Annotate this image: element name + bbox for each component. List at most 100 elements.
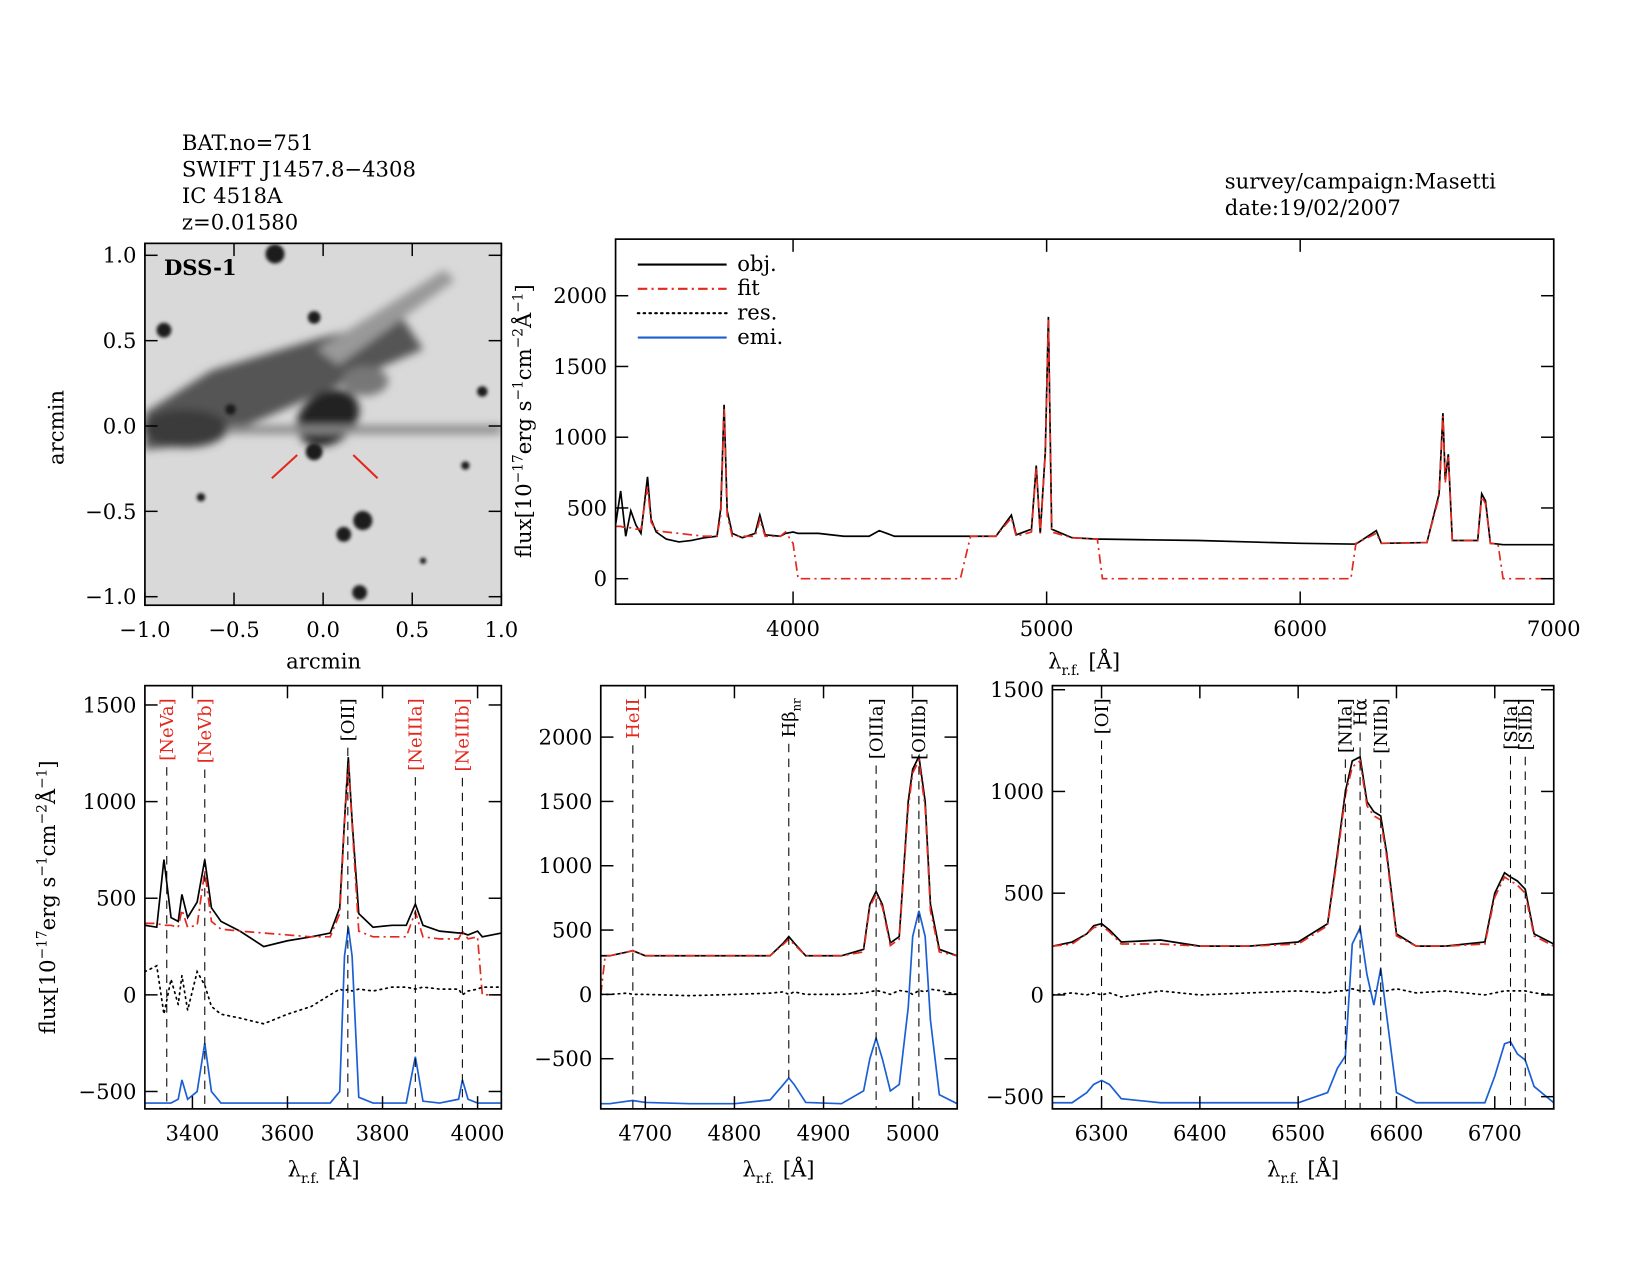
x-axis-label: arcmin bbox=[286, 649, 361, 674]
y-label-part: ] bbox=[511, 284, 536, 292]
series-line bbox=[1052, 755, 1554, 947]
y-label-part: erg s bbox=[511, 400, 536, 454]
x-tick-label: 4000 bbox=[766, 616, 820, 641]
y-axis-label: flux[10−17erg s−1cm−2Å−1] bbox=[35, 760, 60, 1034]
y-tick-label: 0 bbox=[123, 982, 136, 1007]
line-label: Hβnr bbox=[779, 698, 803, 738]
x-tick-label: 3800 bbox=[356, 1121, 410, 1146]
series-line bbox=[600, 988, 958, 997]
x-tick-label: 6600 bbox=[1370, 1121, 1424, 1146]
x-label-main: λ bbox=[742, 1157, 755, 1182]
y-label-sup: −2 bbox=[35, 804, 51, 824]
plot-frame bbox=[599, 684, 959, 1110]
y-label-part: Å bbox=[35, 788, 60, 805]
line-label: [NIIb] bbox=[1371, 698, 1392, 753]
line-label: [OII] bbox=[338, 698, 359, 741]
x-tick-label: 0.0 bbox=[306, 617, 340, 642]
y-tick-label: 500 bbox=[567, 495, 607, 520]
x-tick-label: 0.5 bbox=[395, 617, 429, 642]
info-line: z=0.01580 bbox=[182, 210, 298, 235]
info-line: SWIFT J1457.8−4308 bbox=[182, 157, 416, 182]
x-label-main: λ bbox=[288, 1157, 301, 1182]
y-tick-label: 1000 bbox=[553, 425, 607, 450]
line-label: [SIIa] bbox=[1501, 698, 1522, 749]
line-label-text: [OI] bbox=[1092, 698, 1113, 734]
y-label-part: cm bbox=[511, 348, 536, 380]
x-label-sub: r.f. bbox=[1280, 1171, 1298, 1187]
line-label: [OIIIb] bbox=[909, 698, 930, 760]
series-line bbox=[1052, 987, 1554, 998]
series-line bbox=[144, 757, 502, 948]
series-line bbox=[1052, 924, 1554, 1104]
line-label-text: [SIIa] bbox=[1501, 698, 1522, 749]
info-line: BAT.no=751 bbox=[182, 130, 314, 155]
y-label-sup: −17 bbox=[35, 930, 51, 959]
x-tick-label: −0.5 bbox=[208, 617, 259, 642]
x-tick-label: 4700 bbox=[618, 1121, 672, 1146]
y-tick-label: −1.0 bbox=[85, 584, 136, 609]
y-tick-label: 0.0 bbox=[103, 413, 137, 438]
legend-label: emi. bbox=[737, 324, 783, 349]
y-tick-label: −0.5 bbox=[85, 499, 136, 524]
y-label-sup: −2 bbox=[511, 328, 527, 348]
y-label-part: flux[10 bbox=[35, 959, 60, 1034]
line-label-text: [NIIa] bbox=[1336, 698, 1357, 753]
x-tick-label: 4000 bbox=[451, 1121, 505, 1146]
x-tick-label: 7000 bbox=[1527, 616, 1581, 641]
y-axis-label: arcmin bbox=[43, 390, 68, 465]
series-line bbox=[1052, 759, 1554, 947]
line-label: Hα bbox=[1350, 698, 1371, 726]
series-line bbox=[600, 910, 958, 1105]
y-label-sup: −1 bbox=[35, 856, 51, 876]
x-axis-label: λr.f. [Å] bbox=[1267, 1157, 1339, 1187]
series-line bbox=[144, 762, 502, 996]
x-tick-label: 6400 bbox=[1173, 1121, 1227, 1146]
line-label-text: [OII] bbox=[338, 698, 359, 741]
line-label-text: Hβ bbox=[779, 711, 800, 737]
line-label-text: [NeIIIa] bbox=[406, 698, 427, 770]
y-tick-label: 0 bbox=[579, 982, 592, 1007]
x-axis-label: λr.f. [Å] bbox=[288, 1157, 360, 1187]
y-label-sup: −17 bbox=[511, 454, 527, 483]
line-label: [OI] bbox=[1092, 698, 1113, 734]
line-label-sub: nr bbox=[789, 698, 803, 711]
image-label: DSS-1 bbox=[164, 255, 237, 280]
y-tick-label: 1.0 bbox=[103, 243, 137, 268]
y-tick-label: −500 bbox=[78, 1079, 136, 1104]
x-label-sub: r.f. bbox=[301, 1171, 319, 1187]
y-axis-label: flux[10−17erg s−1cm−2Å−1] bbox=[511, 284, 536, 558]
x-label-unit: [Å] bbox=[328, 1157, 360, 1182]
y-tick-label: 2000 bbox=[539, 725, 593, 750]
y-tick-label: 1000 bbox=[83, 789, 137, 814]
line-label: [NeVb] bbox=[195, 698, 216, 763]
y-tick-label: 1500 bbox=[83, 692, 137, 717]
x-label-sub: r.f. bbox=[1062, 663, 1080, 679]
line-label-text: [SIIb] bbox=[1516, 698, 1537, 750]
x-axis-label: λr.f. [Å] bbox=[742, 1157, 814, 1187]
line-label-text: [OIIIa] bbox=[866, 698, 887, 759]
x-tick-label: −1.0 bbox=[119, 617, 170, 642]
y-tick-label: 2000 bbox=[553, 283, 607, 308]
legend-label: obj. bbox=[737, 251, 777, 276]
y-tick-label: 1500 bbox=[990, 677, 1044, 702]
x-label-sub: r.f. bbox=[756, 1171, 774, 1187]
date: date:19/02/2007 bbox=[1225, 195, 1401, 220]
y-tick-label: 1500 bbox=[539, 789, 593, 814]
series-line bbox=[600, 753, 958, 957]
y-tick-label: 0 bbox=[594, 566, 607, 591]
legend-label: fit bbox=[737, 275, 760, 300]
x-tick-label: 6300 bbox=[1075, 1121, 1129, 1146]
series-line bbox=[144, 964, 502, 1025]
y-label-part: erg s bbox=[35, 877, 60, 931]
y-label-part: cm bbox=[35, 824, 60, 856]
y-label-part: flux[10 bbox=[511, 483, 536, 558]
series-line bbox=[600, 757, 958, 995]
y-tick-label: 500 bbox=[552, 917, 592, 942]
line-label-text: [NeIIIb] bbox=[453, 698, 474, 771]
y-tick-label: 1500 bbox=[553, 354, 607, 379]
y-label-sup: −1 bbox=[35, 769, 51, 789]
line-label-text: HeII bbox=[623, 698, 644, 739]
y-tick-label: 500 bbox=[96, 886, 136, 911]
